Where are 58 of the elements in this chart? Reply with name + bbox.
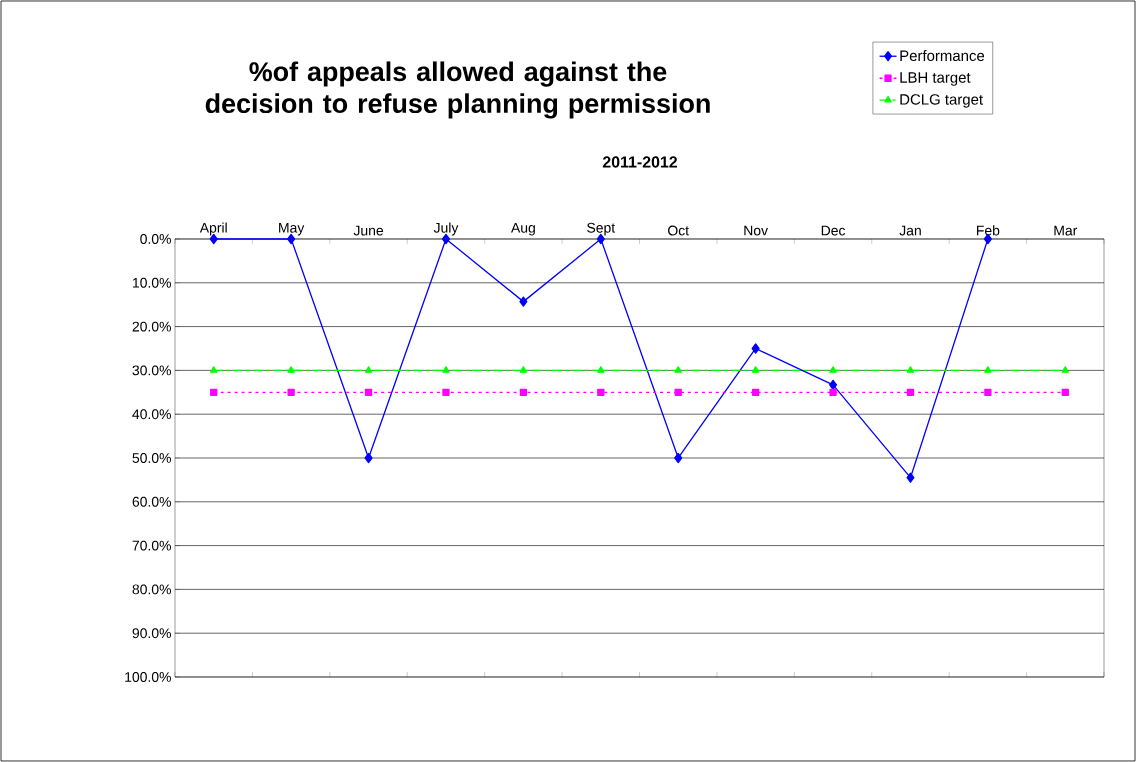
point (364, 388, 373, 396)
point (519, 388, 528, 396)
point (519, 296, 528, 307)
point (906, 472, 915, 483)
x-tick-label: Feb (977, 225, 1000, 236)
point (906, 366, 915, 373)
point (210, 388, 218, 396)
point (364, 366, 373, 373)
point (210, 366, 218, 373)
chart-subtitle: 2011-2012 (602, 156, 678, 168)
point (829, 388, 837, 396)
x-tick-label: Dec (821, 225, 846, 236)
point (442, 388, 450, 396)
point (829, 366, 837, 373)
point (1061, 366, 1069, 373)
point (674, 388, 682, 396)
point (287, 366, 295, 373)
point (984, 366, 992, 373)
legend-label: LBH target (900, 72, 971, 86)
x-tick-label: Jan (899, 225, 921, 236)
x-tick-label: Aug (511, 222, 535, 236)
y-tick-label: 10.0% (133, 277, 171, 288)
y-tick-label: 100.0% (125, 672, 171, 682)
legend-label: DCLG target (900, 94, 983, 108)
chart-title: %of appeals allowed against the decision to refuse planning permission (205, 61, 710, 119)
x-tick-label: May (279, 222, 305, 236)
y-tick-label: 50.0% (132, 453, 171, 463)
y-tick-label: 80.0% (132, 584, 171, 595)
y-tick-label: 20.0% (132, 321, 171, 332)
y-tick-label: 90.0% (132, 628, 171, 639)
point (442, 366, 450, 373)
point (751, 388, 760, 396)
y-tick-label: 60.0% (132, 496, 171, 507)
point (287, 388, 295, 396)
point (597, 388, 605, 396)
point (674, 366, 682, 373)
x-tick-label: July (433, 222, 459, 236)
point (597, 366, 605, 373)
y-tick-label: 0.0% (140, 234, 171, 244)
point (751, 343, 760, 354)
point (364, 452, 373, 464)
y-tick-label: 40.0% (132, 409, 171, 420)
point (906, 388, 915, 396)
y-tick-label: 30.0% (132, 365, 171, 376)
point (1061, 388, 1069, 396)
point (829, 379, 838, 390)
y-tick-label: 70.0% (132, 540, 171, 551)
x-tick-label: Nov (744, 225, 768, 236)
point (751, 366, 760, 373)
x-tick-label: Mar (1054, 225, 1078, 236)
x-tick-label: Sept (587, 222, 616, 236)
legend-label: Performance (900, 50, 985, 62)
x-tick-label: June (353, 225, 384, 236)
point (674, 452, 683, 464)
x-tick-label: Oct (668, 225, 689, 236)
point (519, 366, 528, 373)
point (984, 388, 992, 396)
x-tick-label: April (199, 222, 227, 236)
